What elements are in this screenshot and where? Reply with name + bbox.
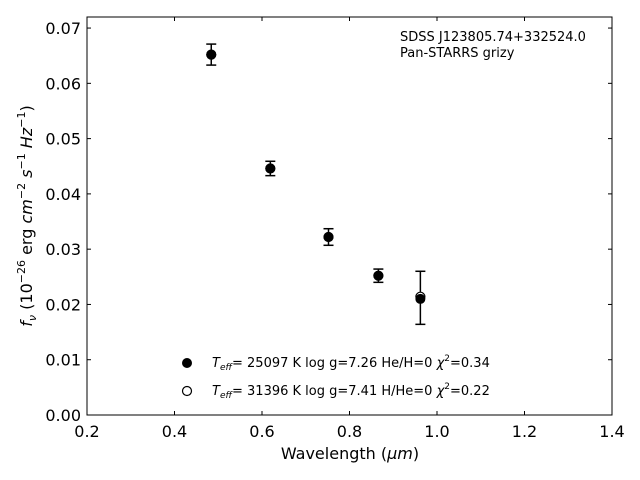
- y-tick-label: 0.07: [45, 19, 81, 38]
- data-point-filled: [323, 232, 334, 243]
- y-tick-label: 0.06: [45, 74, 81, 93]
- annotation-survey-name: Pan-STARRS grizy: [400, 46, 515, 61]
- data-point-filled: [206, 49, 217, 60]
- legend-marker-open: [181, 385, 193, 397]
- x-tick-label: 0.6: [249, 422, 274, 441]
- legend-label-series-2: Teff= 31396 K log g=7.41 H/He=0 χ2=0.22: [212, 382, 490, 401]
- y-tick-label: 0.00: [45, 406, 81, 425]
- legend: Teff= 25097 K log g=7.26 He/H=0 χ2=0.34 …: [181, 354, 490, 401]
- legend-marker-filled: [182, 358, 192, 368]
- legend-label-series-1: Teff= 25097 K log g=7.26 He/H=0 χ2=0.34: [212, 354, 490, 373]
- y-tick-label: 0.02: [45, 295, 81, 314]
- data-point-filled: [373, 270, 384, 281]
- data-point-filled: [265, 163, 276, 174]
- plot-area: 0.2 0.4 0.6 0.8 1.0 1.2 1.4 0.00 0.01 0.02 0.03 0.0…: [45, 16, 625, 441]
- x-tick-label: 0.8: [337, 422, 362, 441]
- y-tick-label: 0.04: [45, 185, 81, 204]
- y-tick-label: 0.03: [45, 240, 81, 259]
- x-tick-label: 1.2: [512, 422, 537, 441]
- x-tick-label: 0.4: [162, 422, 187, 441]
- x-axis-title: Wavelength (μm): [281, 444, 419, 463]
- y-tick-label: 0.05: [45, 130, 81, 149]
- x-tick-label: 1.4: [599, 422, 624, 441]
- x-tick-label: 1.0: [424, 422, 449, 441]
- data-point-filled: [415, 293, 426, 304]
- y-axis-title: fν (10−26 erg cm−2 s−1 Hz−1): [15, 105, 39, 326]
- x-tick-label: 0.2: [74, 422, 99, 441]
- y-tick-label: 0.01: [45, 351, 81, 370]
- annotation-object-name: SDSS J123805.74+332524.0: [400, 30, 586, 45]
